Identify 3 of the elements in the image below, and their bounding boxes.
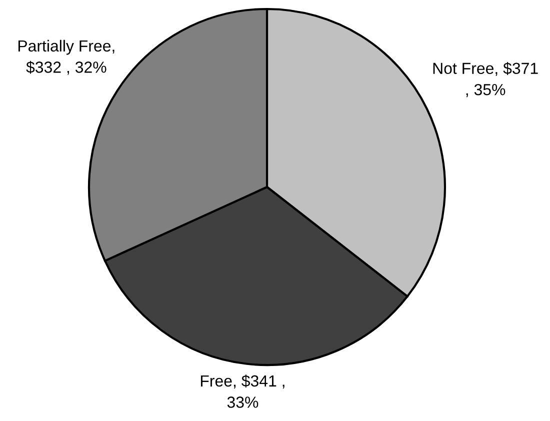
slice-label: Not Free, $371 , 35% <box>433 62 538 98</box>
slice-label: Partially Free, $332 , 32% <box>18 40 114 75</box>
slice-label: Free, $341 , 33% <box>200 374 284 408</box>
